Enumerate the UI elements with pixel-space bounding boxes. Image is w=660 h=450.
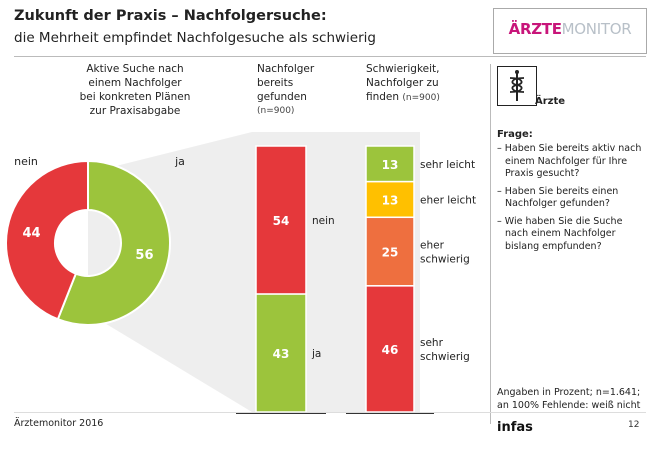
found-heading-line: gefunden bbox=[257, 91, 307, 103]
logo-part2: MONITOR bbox=[561, 20, 632, 38]
difficulty-heading-line: Schwierigkeit, bbox=[366, 63, 440, 75]
difficulty-heading-line: finden bbox=[366, 91, 400, 103]
donut-value-ja: 56 bbox=[135, 248, 153, 263]
sidebar-divider bbox=[490, 64, 491, 424]
difficulty-heading-line: Nachfolger zu bbox=[366, 77, 439, 89]
found-heading-n: (n=900) bbox=[257, 106, 295, 116]
icon-label: Ärzte bbox=[535, 96, 566, 107]
page-number: 12 bbox=[628, 420, 640, 430]
note: Angaben in Prozent; n=1.641; an 100% Feh… bbox=[497, 386, 640, 412]
highlight-wedge bbox=[88, 132, 420, 412]
logo-part1: ÄRZTE bbox=[508, 20, 562, 38]
bar2-value-3: 46 bbox=[382, 343, 399, 357]
source-label: Ärztemonitor 2016 bbox=[14, 418, 104, 429]
donut-heading-line: Aktive Suche nach bbox=[86, 63, 184, 75]
question-list: – Haben Sie bereits aktiv nach einem Nac… bbox=[497, 143, 647, 258]
bar2-label-2: eher bbox=[420, 240, 445, 252]
donut-heading-line: zur Praxisabgabe bbox=[89, 105, 181, 117]
aerztemonitor-logo: ÄRZTEMONITOR bbox=[493, 8, 647, 54]
question-item: – Haben Sie bereits einen Nachfolger gef… bbox=[497, 185, 619, 210]
bar2-segment-2 bbox=[365, 216, 415, 287]
bar2-label-2: schwierig bbox=[420, 254, 470, 266]
difficulty-heading: Schwierigkeit, Nachfolger zu finden (n=9… bbox=[366, 62, 440, 105]
question-item: – Haben Sie bereits aktiv nach einem Nac… bbox=[497, 143, 642, 179]
question-item: – Wie haben Sie die Suche nach einem Nac… bbox=[497, 215, 623, 252]
donut-category-ja: ja bbox=[174, 155, 185, 168]
question-title: Frage: bbox=[497, 129, 533, 140]
donut-heading-line: einem Nachfolger bbox=[88, 77, 182, 89]
footer-divider bbox=[14, 412, 646, 413]
infas-logo: infas bbox=[497, 420, 533, 435]
found-heading-line: Nachfolger bbox=[257, 63, 315, 75]
bar2-label-0: sehr leicht bbox=[420, 159, 475, 171]
bar1-value-1: 43 bbox=[273, 347, 290, 361]
bar2-segment-1 bbox=[365, 180, 415, 219]
bar2-value-2: 25 bbox=[382, 246, 399, 260]
bar2-value-1: 13 bbox=[382, 193, 399, 207]
page-subtitle: die Mehrheit empfindet Nachfolgesuche al… bbox=[14, 30, 376, 46]
bar2-label-1: eher leicht bbox=[420, 194, 476, 206]
donut-slice-ja bbox=[56, 159, 171, 326]
bar1-label-1: ja bbox=[311, 348, 321, 360]
donut-slice-nein bbox=[5, 159, 89, 321]
bar1-label-0: nein bbox=[312, 215, 335, 227]
note-line: Angaben in Prozent; n=1.641; bbox=[497, 387, 641, 398]
donut-heading: Aktive Suche nach einem Nachfolger bei k… bbox=[60, 62, 210, 118]
page-title: Zukunft der Praxis – Nachfolgersuche: bbox=[14, 8, 327, 24]
donut-value-nein: 44 bbox=[22, 226, 40, 241]
header-divider bbox=[14, 56, 646, 57]
bar1-value-0: 54 bbox=[273, 214, 290, 228]
found-heading-line: bereits bbox=[257, 77, 294, 89]
donut-category-nein: nein bbox=[14, 155, 38, 168]
found-heading: Nachfolger bereits gefunden (n=900) bbox=[257, 62, 314, 118]
donut-heading-line: bei konkreten Plänen bbox=[79, 91, 191, 103]
note-line: an 100% Fehlende: weiß nicht bbox=[497, 400, 641, 411]
bar2-label-3: sehr bbox=[420, 337, 444, 349]
bar2-label-3: schwierig bbox=[420, 351, 470, 363]
difficulty-heading-n: (n=900) bbox=[402, 93, 440, 103]
bar2-value-0: 13 bbox=[382, 158, 399, 172]
medical-caduceus-icon bbox=[497, 66, 537, 106]
